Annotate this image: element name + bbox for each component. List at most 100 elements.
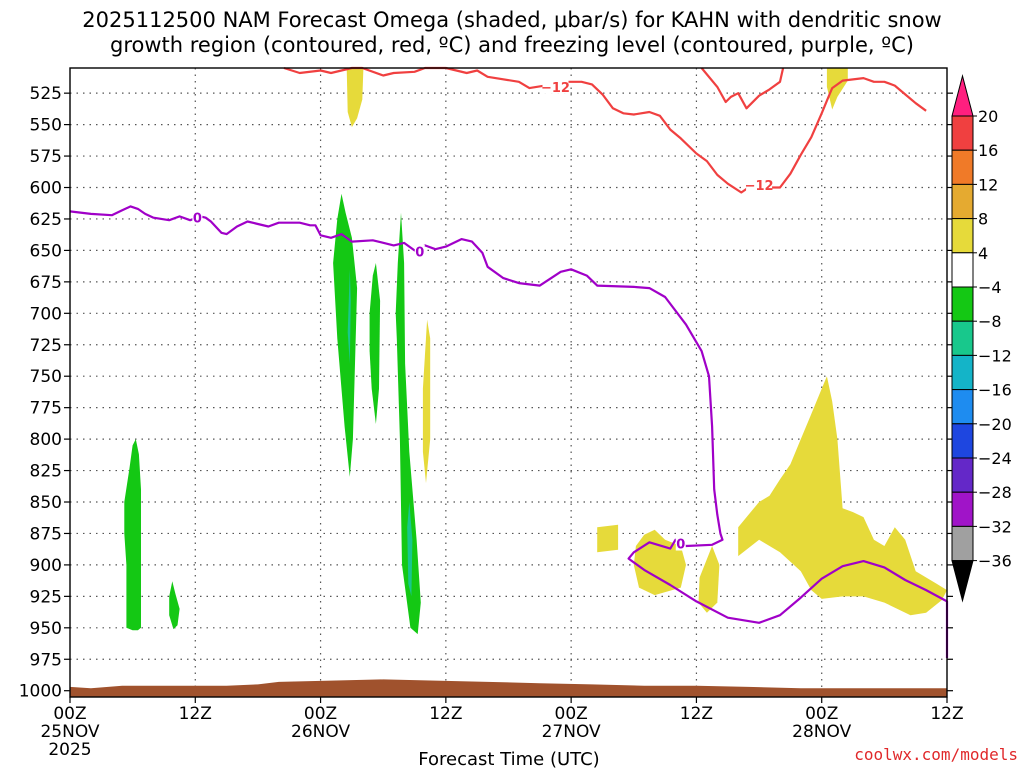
colorbar-label-2: 12	[978, 175, 998, 194]
omega-region-3	[369, 263, 381, 424]
colorbar-swatch-5	[951, 252, 974, 288]
y-tick-label-950: 950	[30, 619, 62, 639]
y-tick-label-600: 600	[30, 179, 62, 199]
omega-region-12	[738, 376, 947, 616]
colorbar-bottom-arrow	[951, 560, 974, 603]
colorbar-swatch-6	[951, 286, 974, 322]
axes-layer: 525 550 575 600 625 650 675 700 725 750 775 800 825 8…	[19, 67, 964, 760]
colorbar-label-4: 4	[978, 244, 988, 263]
freezing-level-line	[69, 205, 949, 658]
y-tick-label-725: 725	[30, 336, 62, 356]
x-tick-label-0: 00Z	[53, 704, 86, 724]
colorbar-swatch-11	[951, 457, 974, 493]
y-tick-label-925: 925	[30, 587, 62, 607]
colorbar-label-7: −12	[978, 346, 1012, 365]
dgz-0-label-bg-0	[542, 79, 569, 94]
x-date-label-6: 28NOV	[792, 722, 851, 742]
plot-area	[70, 68, 947, 697]
contour-label-layer: −12 −12 0 0 0	[192, 79, 774, 553]
colorbar-label-3: 8	[978, 210, 988, 229]
omega-region-0	[124, 439, 141, 631]
plot-frame	[69, 67, 948, 698]
freezing-label-bg-2	[675, 536, 686, 551]
colorbar-label-1: 16	[978, 141, 998, 160]
colorbar-swatch-7	[951, 320, 974, 356]
y-tick-label-875: 875	[30, 524, 62, 544]
colorbar-label-10: −24	[978, 449, 1012, 468]
x-axis-label: Forecast Time (UTC)	[418, 749, 599, 768]
colorbar-label-12: −32	[978, 517, 1012, 536]
x-tick-label-2: 00Z	[304, 704, 337, 724]
colorbar-swatch-9	[951, 389, 974, 425]
colorbar-swatch-12	[951, 491, 974, 527]
credit-text: coolwx.com/models	[854, 745, 1018, 764]
y-tick-label-825: 825	[30, 462, 62, 482]
omega-region-11	[698, 546, 720, 613]
omega-region-2	[333, 193, 358, 477]
freezing-label-1: 0	[415, 246, 424, 261]
chart-title-line-1: 2025112500 NAM Forecast Omega (shaded, μ…	[82, 8, 942, 32]
colorbar-swatch-2	[951, 149, 974, 185]
ground-fill	[70, 679, 947, 697]
x-year-label-0: 2025	[48, 740, 91, 760]
colorbar-label-13: −36	[978, 552, 1012, 571]
dgz-0-label-1: −12	[745, 179, 774, 194]
omega-region-8	[422, 319, 431, 484]
y-tick-label-1000: 1000	[19, 682, 62, 702]
dgz-contour-0	[283, 66, 927, 194]
dgz-contour-layer	[283, 66, 927, 194]
y-tick-label-650: 650	[30, 241, 62, 261]
colorbar-label-0: 20	[978, 107, 998, 126]
x-date-label-4: 27NOV	[542, 722, 601, 742]
ground-layer	[70, 679, 947, 697]
y-tick-label-550: 550	[30, 116, 62, 136]
dgz-0-label-bg-1	[746, 177, 773, 192]
y-tick-label-525: 525	[30, 84, 62, 104]
chart-title-line-2: growth region (contoured, red, ºC) and f…	[110, 33, 914, 57]
x-date-label-2: 26NOV	[291, 722, 350, 742]
freezing-level-layer	[69, 205, 949, 658]
colorbar-swatch-8	[951, 354, 974, 391]
omega-region-1	[169, 581, 180, 630]
plot-background	[70, 68, 947, 697]
freezing-label-bg-0	[192, 210, 203, 225]
omega-region-4	[395, 212, 421, 635]
y-tick-label-800: 800	[30, 430, 62, 450]
x-tick-label-1: 12Z	[179, 704, 212, 724]
colorbar-label-11: −28	[978, 483, 1012, 502]
omega-region-5	[347, 269, 351, 364]
freezing-label-0: 0	[193, 212, 202, 227]
omega-region-6	[407, 502, 413, 597]
freezing-label-2: 0	[676, 538, 685, 553]
x-tick-label-5: 12Z	[680, 704, 713, 724]
y-tick-label-850: 850	[30, 493, 62, 513]
colorbar-swatch-1	[951, 115, 974, 151]
y-tick-label-775: 775	[30, 399, 62, 419]
x-tick-label-3: 12Z	[429, 704, 462, 724]
y-tick-label-675: 675	[30, 273, 62, 293]
colorbar-label-9: −20	[978, 415, 1012, 434]
omega-region-9	[597, 524, 619, 553]
x-date-label-0: 25NOV	[40, 722, 99, 742]
y-tick-label-900: 900	[30, 556, 62, 576]
omega-shading-layer	[124, 68, 947, 635]
y-tick-label-625: 625	[30, 210, 62, 230]
y-tick-label-975: 975	[30, 650, 62, 670]
dgz-contour-1	[700, 67, 785, 110]
x-tick-label-6: 00Z	[805, 704, 838, 724]
colorbar-swatch-3	[951, 183, 974, 220]
colorbar-layer: 20 16 12 8 4 −4 −8 −12 −16 −20 −24 −28 −32 −36	[951, 74, 1012, 603]
colorbar-label-5: −4	[978, 278, 1002, 297]
y-tick-label-750: 750	[30, 367, 62, 387]
colorbar-label-8: −16	[978, 381, 1012, 400]
colorbar-top-arrow	[951, 74, 974, 117]
grid-layer	[70, 68, 947, 697]
dgz-0-label-0: −12	[541, 81, 570, 96]
colorbar-swatch-4	[951, 218, 974, 254]
y-tick-label-575: 575	[30, 147, 62, 167]
x-tick-label-7: 12Z	[930, 704, 963, 724]
x-tick-label-4: 00Z	[555, 704, 588, 724]
omega-region-7	[346, 68, 364, 128]
colorbar-swatch-13	[951, 525, 974, 562]
